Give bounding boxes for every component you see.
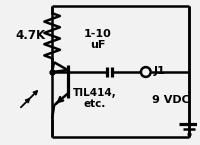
Text: 9 VDC: 9 VDC (152, 95, 189, 105)
Text: 4.7K: 4.7K (16, 29, 46, 42)
Text: J1: J1 (154, 66, 165, 76)
Text: 1-10
uF: 1-10 uF (84, 29, 112, 50)
Text: TIL414,
etc.: TIL414, etc. (73, 88, 116, 109)
